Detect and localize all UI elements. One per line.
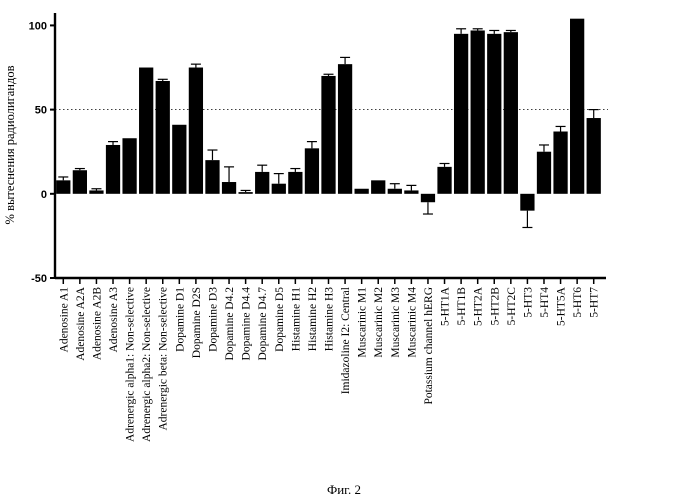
- bar: [304, 148, 320, 194]
- bar: [89, 190, 104, 194]
- bar: [404, 190, 419, 194]
- x-tick-label: Adrenergic alpha2: Non-selective: [141, 287, 153, 442]
- bar: [238, 192, 253, 194]
- figure-caption: Фиг. 2: [327, 482, 361, 497]
- bar: [553, 131, 568, 194]
- bar: [420, 193, 436, 203]
- x-tick-label: Dopamine D5: [274, 287, 286, 352]
- bar: [255, 171, 270, 194]
- x-tick-label: Adenosine A2B: [91, 287, 103, 360]
- x-tick-label: 5-HT6: [572, 287, 584, 318]
- bar: [536, 151, 552, 194]
- x-tick-label: Muscarinic M3: [390, 287, 402, 358]
- bar: [371, 180, 386, 194]
- bar: [387, 188, 402, 194]
- x-tick-label: 5-HT2C: [506, 287, 518, 326]
- x-tick-label: Imidazoline I2: Central: [340, 287, 352, 394]
- bar: [520, 193, 535, 211]
- bar: [172, 124, 187, 194]
- x-tick-label: 5-HT4: [539, 287, 551, 318]
- x-tick-label: Adenosine A2A: [75, 286, 87, 360]
- x-tick-label: 5-HT5A: [556, 286, 568, 326]
- x-tick-label: Dopamine D4.2: [224, 287, 236, 361]
- bar: [221, 182, 237, 194]
- bars-group: [56, 18, 601, 229]
- x-tick-label: Dopamine D4.7: [257, 287, 269, 361]
- bar: [155, 80, 170, 194]
- bar: [288, 171, 303, 194]
- bar: [437, 166, 452, 194]
- x-ticks-group: Adenosine A1 Adenosine A2A Adenosine A2B Ad…: [58, 278, 601, 442]
- y-tick-label: 100: [29, 20, 47, 32]
- bar: [570, 18, 585, 194]
- x-tick-label: Dopamine D1: [174, 287, 186, 352]
- x-tick-label: Muscarinic M2: [373, 287, 385, 358]
- bar: [453, 33, 469, 194]
- bar: [487, 33, 502, 194]
- y-tick-label: -50: [31, 273, 47, 285]
- bar: [271, 183, 286, 194]
- bar: [586, 118, 601, 194]
- bar: [139, 67, 154, 194]
- bar: [105, 144, 121, 194]
- x-tick-label: Dopamine D2S: [191, 287, 203, 358]
- x-tick-label: 5-HT3: [522, 287, 534, 318]
- y-tick-label: 0: [41, 189, 47, 201]
- y-axis-label: % вытеснения радиолигандов: [3, 65, 17, 224]
- bar: [321, 75, 336, 194]
- y-ticks-group: 100 50 0 -50: [29, 20, 55, 285]
- bar: [470, 30, 485, 194]
- x-tick-label: Histamine H1: [290, 287, 302, 351]
- y-tick-label: 50: [35, 105, 47, 117]
- x-tick-label: Muscarinic M4: [406, 287, 418, 358]
- x-tick-label: Adrenergic alpha1: Non-selective: [125, 287, 137, 442]
- x-tick-label: 5-HT1B: [456, 287, 468, 326]
- x-tick-label: Adrenergic beta: Non-selective: [158, 287, 170, 430]
- x-tick-label: 5-HT7: [589, 287, 601, 318]
- bar: [503, 32, 518, 194]
- x-tick-label: Potassium channel hERG: [423, 287, 435, 405]
- bar: [188, 67, 204, 194]
- bar: [205, 160, 220, 194]
- x-tick-label: Adenosine A1: [58, 287, 70, 353]
- x-tick-label: 5-HT2A: [473, 286, 485, 326]
- x-tick-label: Histamine H3: [324, 287, 336, 351]
- x-tick-label: Adenosine A3: [108, 287, 120, 353]
- bar: [337, 64, 353, 194]
- bar: [354, 188, 369, 194]
- bar: [56, 180, 71, 194]
- bar: [72, 170, 87, 194]
- bar: [122, 138, 137, 194]
- x-tick-label: Dopamine D3: [207, 287, 219, 352]
- x-tick-label: 5-HT1A: [440, 286, 452, 326]
- x-tick-label: Dopamine D4.4: [241, 287, 253, 361]
- x-tick-label: 5-HT2B: [489, 287, 501, 326]
- x-tick-label: Muscarinic M1: [357, 287, 369, 358]
- x-tick-label: Histamine H2: [307, 287, 319, 351]
